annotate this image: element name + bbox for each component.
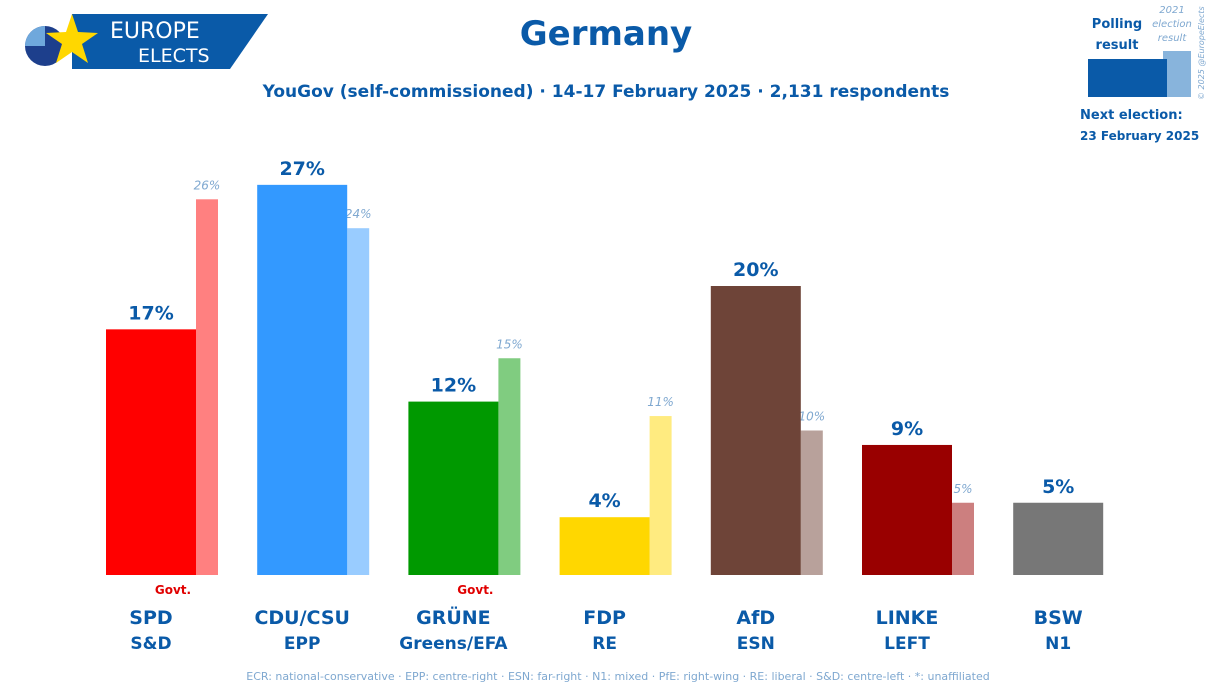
party-name-spd: SPD xyxy=(129,607,172,629)
govt-label-gr-ne: Govt. xyxy=(457,583,493,597)
bar-poll-gr-ne xyxy=(408,401,499,575)
chart-title: Germany xyxy=(520,14,692,54)
copyright: © 2025 @EuropeElects xyxy=(1197,6,1206,100)
label-poll-linke: 9% xyxy=(891,418,923,440)
bar-2021-gr-ne xyxy=(498,358,521,575)
party-name-gr-ne: GRÜNE xyxy=(416,605,491,629)
label-poll-bsw: 5% xyxy=(1042,476,1074,498)
party-name-bsw: BSW xyxy=(1034,607,1083,629)
bars: 26% 17% SPD S&D Govt. 24% 27% CDU/CSU EPP 15% 12% G… xyxy=(106,158,1104,654)
bar-poll-bsw xyxy=(1013,502,1104,575)
legend-polling-label-1: Polling xyxy=(1092,17,1142,32)
label-poll-cdu-csu: 27% xyxy=(279,158,324,180)
govt-label-spd: Govt. xyxy=(155,583,191,597)
legend-polling-swatch xyxy=(1088,59,1167,97)
party-name-afd: AfD xyxy=(736,607,775,629)
logo-line-1: EUROPE xyxy=(110,19,200,44)
label-2021-spd: 26% xyxy=(194,178,221,192)
label-2021-afd: 10% xyxy=(798,410,825,424)
party-name-fdp: FDP xyxy=(583,607,626,629)
label-poll-spd: 17% xyxy=(128,302,173,324)
logo-globe-slice xyxy=(25,26,45,46)
bar-2021-fdp xyxy=(649,416,672,575)
next-election-label: Next election: xyxy=(1080,108,1183,123)
bar-poll-linke xyxy=(862,444,952,575)
legend: Polling result 2021 election result © 20… xyxy=(1080,5,1206,143)
bar-poll-afd xyxy=(710,286,801,575)
group-name-cdu-csu: EPP xyxy=(284,634,321,654)
bar-2021-cdu-csu xyxy=(347,228,370,575)
bar-2021-spd xyxy=(196,199,218,576)
party-name-cdu-csu: CDU/CSU xyxy=(254,607,350,629)
legend-election-label-1: 2021 xyxy=(1159,5,1184,16)
group-name-bsw: N1 xyxy=(1045,634,1071,654)
label-2021-gr-ne: 15% xyxy=(496,337,523,351)
bar-2021-linke xyxy=(952,502,974,575)
bar-2021-afd xyxy=(800,430,823,575)
legend-polling-label-2: result xyxy=(1096,38,1139,53)
europe-elects-logo: EUROPE ELECTS xyxy=(25,14,268,69)
next-election-date: 23 February 2025 xyxy=(1080,129,1199,143)
group-name-afd: ESN xyxy=(737,634,775,654)
group-name-fdp: RE xyxy=(592,634,617,654)
label-poll-gr-ne: 12% xyxy=(431,375,476,397)
legend-election-label-3: result xyxy=(1158,33,1188,44)
chart-subtitle: YouGov (self-commissioned) · 14-17 Febru… xyxy=(262,82,950,102)
group-name-gr-ne: Greens/EFA xyxy=(399,634,508,654)
party-name-linke: LINKE xyxy=(876,607,939,629)
bar-poll-cdu-csu xyxy=(257,184,348,575)
label-2021-cdu-csu: 24% xyxy=(345,207,372,221)
group-name-spd: S&D xyxy=(130,634,171,654)
label-2021-linke: 5% xyxy=(953,482,972,496)
logo-line-2: ELECTS xyxy=(138,45,210,67)
label-poll-fdp: 4% xyxy=(588,490,620,512)
star-icon xyxy=(46,14,98,63)
legend-election-swatch xyxy=(1163,51,1191,97)
bar-poll-spd xyxy=(106,329,196,575)
legend-election-label-2: election xyxy=(1152,19,1192,30)
footer-note: ECR: national-conservative · EPP: centre… xyxy=(246,670,989,683)
group-name-linke: LEFT xyxy=(884,634,930,654)
label-poll-afd: 20% xyxy=(733,259,778,281)
label-2021-fdp: 11% xyxy=(647,395,674,409)
logo-banner xyxy=(72,14,268,69)
bar-poll-fdp xyxy=(559,517,650,575)
